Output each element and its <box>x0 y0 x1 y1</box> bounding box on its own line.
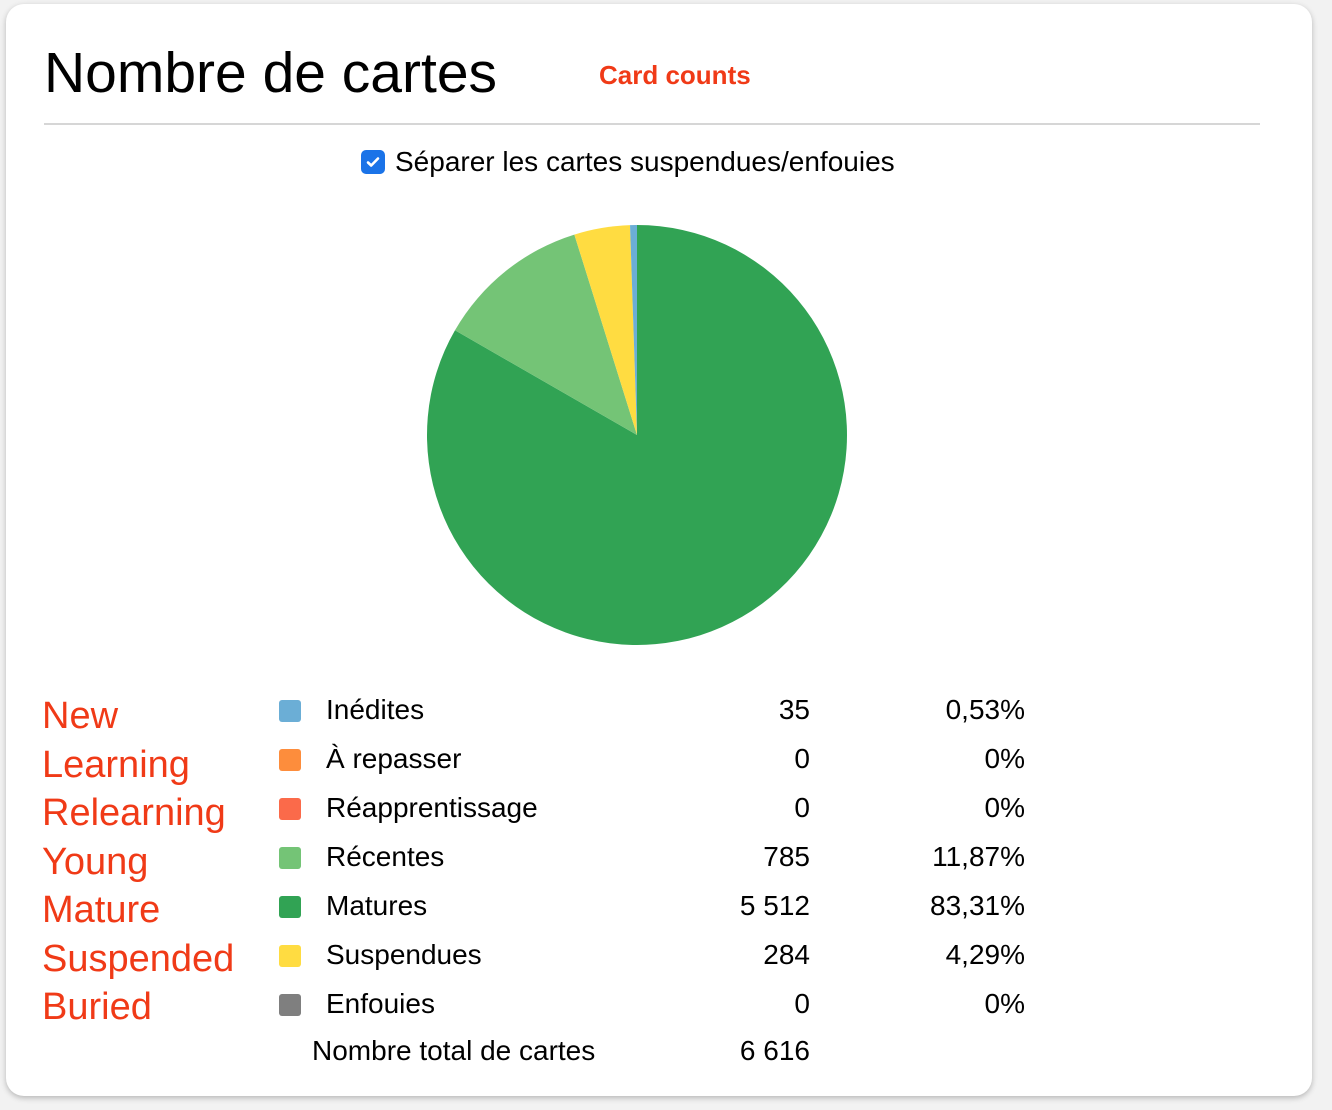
annotation-buried: Buried <box>42 986 152 1028</box>
pie-slice-inedites <box>630 225 637 435</box>
legend-percent: 11,87% <box>932 841 1025 872</box>
checkbox[interactable] <box>361 150 385 174</box>
legend-label: Récentes <box>326 841 445 872</box>
legend-row: À repasser 0 0% <box>0 737 1100 786</box>
legend-count: 0 <box>794 988 810 1019</box>
legend-percent: 0,53% <box>945 694 1025 725</box>
legend-row: Inédites 35 0,53% <box>0 688 1100 737</box>
subtitle-annotation: Card counts <box>599 60 751 90</box>
legend-swatch <box>279 798 301 820</box>
legend-swatch <box>279 994 301 1016</box>
total-value: 6 616 <box>739 1035 810 1066</box>
legend-row: Matures 5 512 83,31% <box>0 884 1100 933</box>
legend-swatch <box>279 700 301 722</box>
annotation-mature: Mature <box>42 889 161 931</box>
legend-count: 5 512 <box>739 890 810 921</box>
legend-count: 0 <box>794 792 810 823</box>
annotation-new: New <box>42 695 119 737</box>
legend-row: Réapprentissage 0 0% <box>0 786 1100 835</box>
annotation-relearning: Relearning <box>42 792 226 834</box>
legend-swatch <box>279 896 301 918</box>
legend-row: Suspendues 284 4,29% <box>0 933 1100 982</box>
pie-slice-matures <box>427 225 847 646</box>
pie-slice-suspendues <box>574 225 637 435</box>
separate-suspended-toggle[interactable]: Séparer les cartes suspendues/enfouies <box>361 146 895 178</box>
legend-label: À repasser <box>326 743 462 774</box>
pie-slice-recentes <box>455 234 637 435</box>
annotation-suspended: Suspended <box>42 937 235 980</box>
legend-row: Récentes 785 11,87% <box>0 835 1100 884</box>
legend-swatch <box>279 749 301 771</box>
legend-percent: 4,29% <box>945 939 1025 970</box>
legend-label: Réapprentissage <box>326 792 538 823</box>
legend-percent: 0% <box>984 743 1025 774</box>
checkmark-icon <box>366 157 380 167</box>
legend-count: 35 <box>778 694 810 725</box>
legend-label: Enfouies <box>326 988 435 1019</box>
annotation-young: Young <box>42 840 149 883</box>
legend-percent: 0% <box>984 792 1025 823</box>
legend-label: Matures <box>326 890 428 921</box>
legend-row: Enfouies 0 0% <box>0 982 1100 1031</box>
divider <box>44 123 1260 125</box>
legend-label: Inédites <box>326 694 425 725</box>
legend-percent: 0% <box>984 988 1025 1019</box>
legend-count: 785 <box>763 841 810 872</box>
legend-percent: 83,31% <box>930 890 1025 921</box>
legend-swatch <box>279 945 301 967</box>
page-title: Nombre de cartes <box>44 41 498 105</box>
legend-count: 0 <box>794 743 810 774</box>
legend-swatch <box>279 847 301 869</box>
legend-count: 284 <box>763 939 810 970</box>
annotation-learning: Learning <box>42 743 190 786</box>
toggle-label: Séparer les cartes suspendues/enfouies <box>395 146 895 177</box>
legend-label: Suspendues <box>326 939 482 970</box>
total-label: Nombre total de cartes <box>312 1035 596 1066</box>
